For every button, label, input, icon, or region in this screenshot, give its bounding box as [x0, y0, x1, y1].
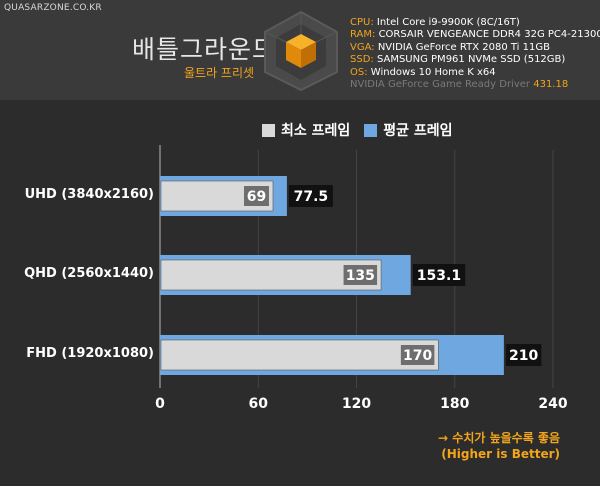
min-value-box	[400, 345, 435, 365]
spec-value: NVIDIA GeForce RTX 2080 Ti 11GB	[377, 41, 550, 53]
legend-swatch-min	[262, 123, 275, 137]
driver-version: 431.18	[533, 79, 569, 91]
preset-subtitle: 울트라 프리셋	[184, 66, 255, 80]
category-label: FHD (1920x1080)	[26, 346, 154, 361]
min-value-box	[243, 186, 269, 206]
avg-value-box	[288, 185, 333, 207]
bar-min	[160, 339, 439, 371]
game-title: 배틀그라운드	[132, 35, 277, 64]
better-note-line1: → 수치가 높을수록 좋음	[438, 431, 560, 445]
driver-text: NVIDIA GeForce Game Ready Driver	[350, 79, 531, 91]
min-value-box	[343, 265, 378, 285]
spec-label: CPU:	[350, 17, 374, 28]
spec-label: VGA:	[350, 41, 375, 53]
avg-value-box	[505, 344, 542, 366]
category-label: QHD (2560x1440)	[24, 266, 154, 281]
spec-label: RAM:	[350, 29, 376, 41]
cube-logo-icon	[264, 10, 338, 92]
x-tick-label: 60	[248, 396, 268, 412]
chart-legend: 최소 프레임 평균 프레임	[262, 120, 467, 140]
min-value-label: 135	[346, 268, 375, 284]
avg-value-label: 153.1	[417, 268, 461, 284]
better-note: → 수치가 높을수록 좋음 (Higher is Better)	[438, 430, 560, 462]
x-tick-label: 180	[440, 396, 470, 412]
spec-row-os: OS: Windows 10 Home K x64	[350, 67, 600, 79]
chart-area: 최소 프레임 평균 프레임 69 77.5 135 153.1 170 210 0 60 12…	[0, 100, 600, 486]
avg-value-label: 210	[509, 348, 538, 364]
min-value-label: 69	[247, 189, 266, 205]
avg-value-box	[412, 264, 466, 286]
system-specs: CPU: Intel Core i9-9900K (8C/16T) RAM: C…	[350, 17, 600, 91]
spec-row-cpu: CPU: Intel Core i9-9900K (8C/16T)	[350, 17, 600, 29]
category-label: UHD (3840x2160)	[24, 187, 154, 202]
better-note-line2: (Higher is Better)	[441, 447, 560, 461]
spec-value: CORSAIR VENGEANCE DDR4 32G PC4-21300	[378, 29, 600, 41]
spec-value: Windows 10 Home K x64	[370, 66, 496, 78]
driver-row: NVIDIA GeForce Game Ready Driver 431.18	[350, 79, 600, 91]
legend-label-avg: 평균 프레임	[383, 123, 453, 139]
spec-value: Intel Core i9-9900K (8C/16T)	[376, 17, 520, 28]
avg-value-label: 77.5	[294, 189, 329, 205]
spec-row-ssd: SSD: SAMSUNG PM961 NVMe SSD (512GB)	[350, 54, 600, 66]
x-tick-label: 240	[538, 396, 568, 412]
bar-plot: 69 77.5 135 153.1 170 210	[159, 145, 554, 388]
spec-row-vga: VGA: NVIDIA GeForce RTX 2080 Ti 11GB	[350, 42, 600, 54]
x-tick-label: 0	[155, 396, 165, 412]
header-panel: QUASARZONE.CO.KR 배틀그라운드 울트라 프리셋 CPU: Int…	[0, 0, 600, 100]
legend-item-avg: 평균 프레임	[364, 120, 453, 140]
legend-item-min: 최소 프레임	[262, 120, 350, 140]
legend-label-min: 최소 프레임	[281, 123, 351, 139]
min-value-label: 170	[403, 348, 432, 364]
spec-label: OS:	[350, 66, 368, 78]
spec-row-ram: RAM: CORSAIR VENGEANCE DDR4 32G PC4-2130…	[350, 29, 600, 41]
spec-label: SSD:	[350, 54, 374, 66]
x-tick-label: 120	[341, 396, 372, 412]
spec-value: SAMSUNG PM961 NVMe SSD (512GB)	[376, 54, 566, 66]
legend-swatch-avg	[364, 123, 378, 137]
site-name: QUASARZONE.CO.KR	[4, 3, 102, 13]
